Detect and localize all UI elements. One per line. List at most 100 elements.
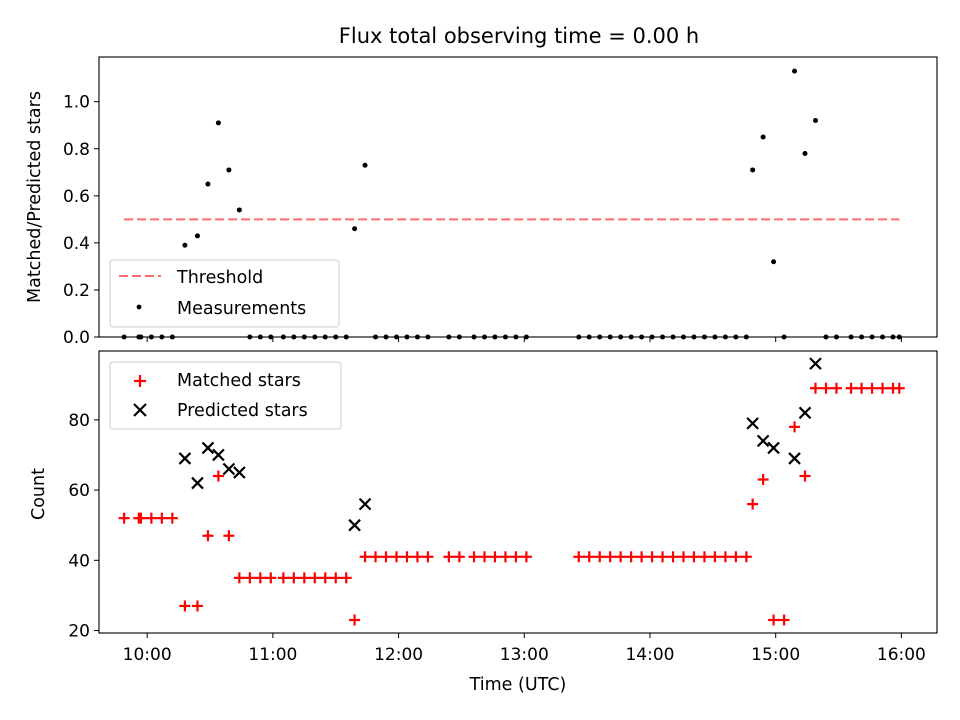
matched-star-point <box>489 551 501 563</box>
bottom-x-tick-label: 11:00 <box>248 645 297 665</box>
bottom-legend-box <box>109 361 342 430</box>
matched-star-point <box>657 551 669 563</box>
matched-star-point <box>265 572 277 584</box>
matched-star-point <box>135 512 147 524</box>
measurement-point <box>750 167 756 173</box>
matched-star-point <box>212 470 224 482</box>
bottom-x-tick-label: 15:00 <box>751 645 800 665</box>
top-y-tick-label: 0.0 <box>63 328 90 348</box>
measurement-point <box>802 150 808 156</box>
matched-star-point <box>747 498 759 510</box>
predicted-star-point <box>358 497 372 511</box>
matched-star-point <box>688 551 700 563</box>
measurement-point <box>215 120 221 126</box>
predicted-star-stroke <box>201 441 215 455</box>
predicted-star-stroke <box>798 406 812 420</box>
matched-star-point <box>233 572 245 584</box>
matched-star-point <box>478 551 490 563</box>
x-axis-label: Time (UTC) <box>469 675 567 695</box>
predicted-star-point <box>756 434 770 448</box>
top-legend: Threshold Measurements <box>109 259 340 328</box>
bottom-x-tick-label: 13:00 <box>500 645 549 665</box>
predicted-star-point <box>746 417 759 430</box>
bottom-x-tick-label: 16:00 <box>877 645 926 665</box>
matched-star-point <box>422 551 434 563</box>
matched-star-point <box>288 572 300 584</box>
matched-star-point <box>156 512 168 524</box>
matched-star-point <box>390 551 402 563</box>
matched-star-point <box>223 530 235 542</box>
bottom-x-tick-label: 10:00 <box>123 645 172 665</box>
top-y-tick-label: 0.2 <box>63 281 90 301</box>
matched-star-point <box>615 551 627 563</box>
predicted-star-stroke <box>358 497 372 511</box>
matched-star-point <box>254 572 266 584</box>
measurement-point <box>182 242 188 248</box>
predicted-star-point <box>798 406 812 420</box>
matched-star-point <box>604 551 616 563</box>
bottom-y-axis-label: Count <box>29 468 49 520</box>
predicted-star-point <box>809 357 822 370</box>
top-y-tick-label: 0.6 <box>63 187 90 207</box>
predicted-star-point <box>212 448 225 462</box>
legend-predicted-label: Predicted stars <box>177 401 308 421</box>
predicted-star-point <box>191 476 204 490</box>
measurement-point <box>205 181 211 187</box>
matched-star-point <box>757 474 769 486</box>
bottom-plot-frame <box>98 350 938 634</box>
predicted-star-point <box>788 452 801 465</box>
matched-star-point <box>520 551 532 563</box>
matched-star-point <box>583 551 595 563</box>
matched-star-point <box>411 551 423 563</box>
measurement-point <box>236 207 242 213</box>
legend-matched-swatch <box>134 375 146 387</box>
predicted-star-stroke <box>191 476 204 490</box>
matched-star-point <box>740 551 752 563</box>
bottom-x-tick-label: 12:00 <box>374 645 423 665</box>
matched-star-point <box>468 551 480 563</box>
bottom-plot-marks <box>118 357 905 626</box>
matched-star-point <box>298 572 310 584</box>
matched-star-point <box>636 551 648 563</box>
matched-star-point <box>244 572 256 584</box>
predicted-star-stroke <box>756 434 770 448</box>
predicted-star-stroke <box>809 357 822 370</box>
matched-star-point <box>789 421 801 433</box>
predicted-star-point <box>348 518 361 532</box>
matched-star-point <box>799 470 811 482</box>
matched-star-point <box>401 551 413 563</box>
matched-star-point <box>166 512 178 524</box>
matched-star-point <box>820 382 832 394</box>
predicted-star-stroke <box>178 452 192 465</box>
top-panel: 0.0 0.2 0.4 0.6 0.8 1.0 Matched/Predicted sta… <box>25 56 938 348</box>
matched-star-point <box>145 512 157 524</box>
matched-star-point <box>330 572 342 584</box>
matched-star-point <box>667 551 679 563</box>
top-y-ticks: 0.0 0.2 0.4 0.6 0.8 1.0 <box>63 93 99 348</box>
top-y-axis-label: Matched/Predicted stars <box>25 91 45 303</box>
measurement-point <box>760 134 766 140</box>
matched-star-point <box>678 551 690 563</box>
matched-star-point <box>866 382 878 394</box>
matched-star-point <box>309 572 321 584</box>
matched-star-point <box>698 551 710 563</box>
legend-matched-label: Matched stars <box>177 371 301 391</box>
matched-star-point <box>179 600 191 612</box>
bottom-legend: Matched stars Predicted stars <box>109 361 342 430</box>
predicted-star-point <box>178 452 192 465</box>
matched-star-point <box>340 572 352 584</box>
matched-star-point <box>349 614 361 626</box>
matched-star-point <box>893 382 905 394</box>
predicted-star-point <box>233 466 246 479</box>
predicted-star-stroke <box>767 441 780 455</box>
matched-star-point <box>118 512 130 524</box>
top-y-tick-label: 0.8 <box>63 140 90 160</box>
matched-star-point <box>359 551 371 563</box>
matched-star-point <box>778 614 790 626</box>
matched-star-point <box>845 382 857 394</box>
matched-star-point <box>380 551 392 563</box>
predicted-star-stroke <box>233 466 246 479</box>
bottom-y-ticks: 20 40 60 80 <box>68 411 99 642</box>
matched-star-point <box>594 551 606 563</box>
